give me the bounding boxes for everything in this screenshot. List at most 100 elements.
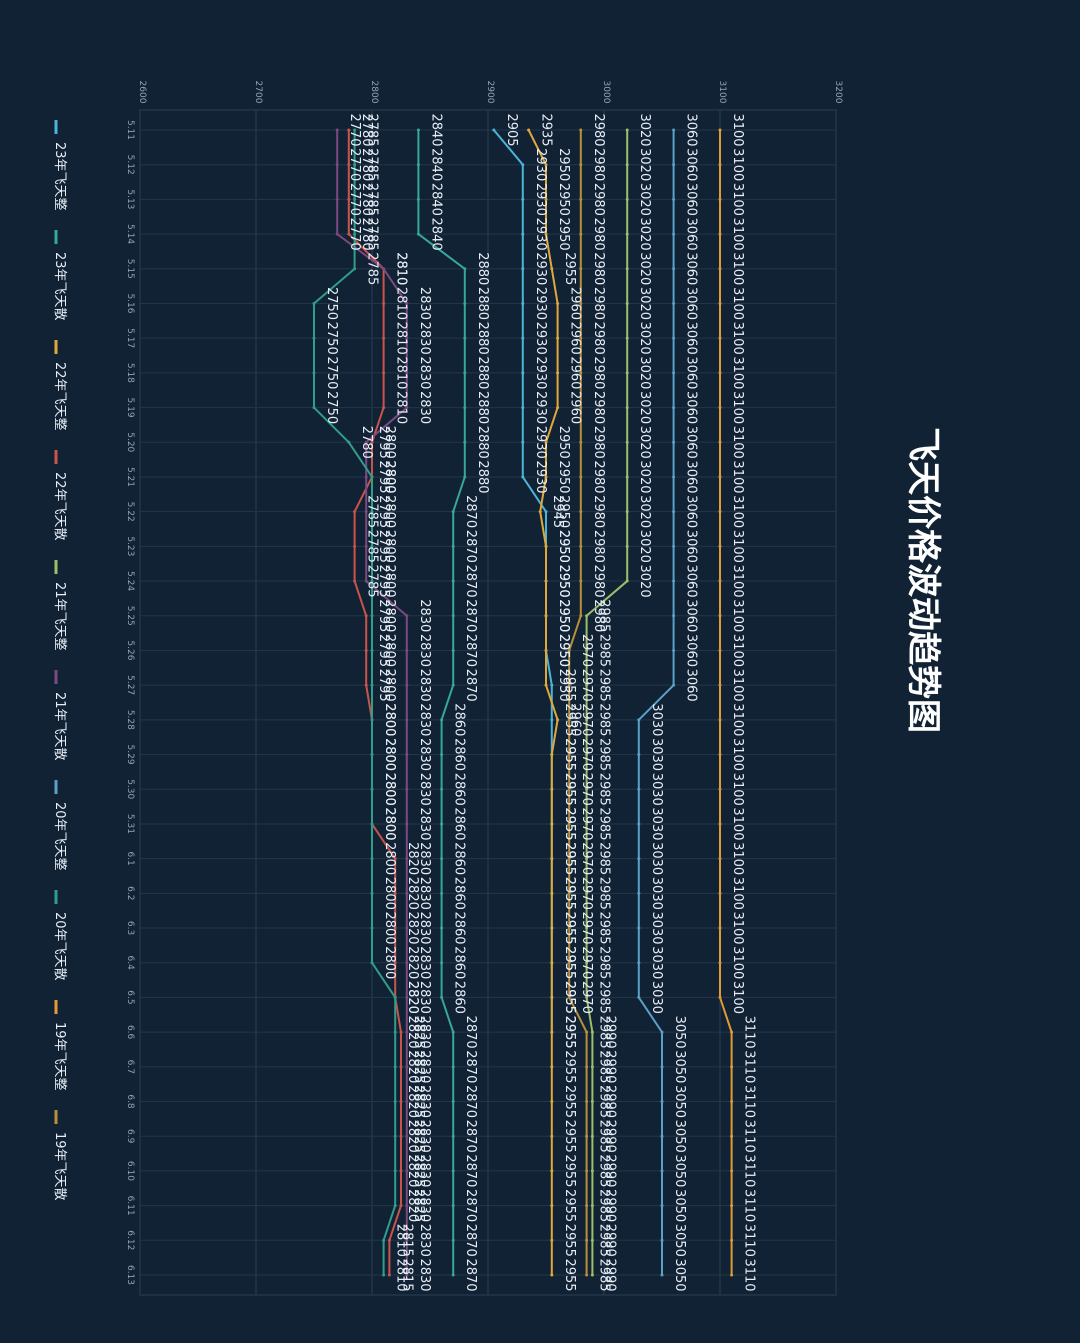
data-label: 2955: [562, 842, 577, 875]
data-label: 2880: [475, 460, 490, 493]
data-point: [718, 544, 722, 548]
data-point: [463, 406, 467, 410]
data-label: 3100: [730, 356, 745, 389]
data-point: [567, 753, 571, 757]
x-tick-label: 5.26: [125, 640, 135, 660]
data-label: 3050: [672, 1085, 687, 1118]
data-label: 2970: [579, 911, 594, 944]
x-tick-label: 5.12: [125, 155, 135, 175]
data-label: 2990: [602, 1016, 617, 1049]
data-label: 2820: [405, 911, 420, 944]
legend-item[interactable]: 23年飞天整: [52, 120, 67, 211]
data-label: 2870: [463, 530, 478, 563]
data-label: 2820: [405, 946, 420, 979]
data-label: 3050: [672, 1189, 687, 1222]
data-point: [405, 1065, 409, 1069]
data-label: 3030: [649, 911, 664, 944]
data-label: 2930: [533, 183, 548, 216]
data-point: [364, 475, 368, 479]
data-label: 2960: [568, 356, 583, 389]
data-point: [544, 648, 548, 652]
data-label: 2930: [533, 287, 548, 320]
data-point: [440, 995, 444, 999]
legend-item[interactable]: 23年飞天散: [52, 230, 67, 321]
legend-item[interactable]: 22年飞天整: [52, 340, 67, 431]
x-tick-label: 5.29: [125, 745, 135, 765]
data-label: 2880: [475, 322, 490, 355]
data-point: [718, 371, 722, 375]
data-point: [451, 648, 455, 652]
data-point: [544, 544, 548, 548]
legend-item[interactable]: 21年飞天整: [52, 560, 67, 651]
data-label: 2955: [562, 669, 577, 702]
data-label: 3100: [730, 287, 745, 320]
data-point: [405, 648, 409, 652]
data-point: [440, 857, 444, 861]
legend-item[interactable]: 19年飞天散: [52, 1110, 67, 1201]
x-tick-label: 5.13: [125, 189, 135, 209]
data-point: [625, 544, 629, 548]
data-point: [660, 1134, 664, 1138]
data-point: [416, 232, 420, 236]
data-label: 2985: [597, 877, 612, 910]
data-point: [440, 926, 444, 930]
legend-item[interactable]: 19年飞天整: [52, 1000, 67, 1091]
data-point: [416, 128, 420, 132]
data-label: 2955: [562, 738, 577, 771]
data-label: 2930: [533, 252, 548, 285]
data-point: [637, 753, 641, 757]
data-point: [521, 163, 525, 167]
legend-label: 19年飞天整: [52, 1022, 67, 1091]
data-label: 2830: [417, 842, 432, 875]
data-point: [718, 857, 722, 861]
data-point: [405, 683, 409, 687]
data-point: [718, 753, 722, 757]
series-line: [313, 130, 397, 1275]
data-label: 3020: [637, 356, 652, 389]
legend-item[interactable]: 20年飞天散: [52, 890, 67, 981]
data-label: 2800: [382, 495, 397, 528]
data-point: [312, 406, 316, 410]
data-label: 2820: [405, 981, 420, 1014]
y-tick-label: 2700: [253, 81, 263, 104]
data-label: 3060: [684, 356, 699, 389]
data-point: [370, 926, 374, 930]
data-label: 3030: [649, 877, 664, 910]
data-label: 3050: [672, 1050, 687, 1083]
data-label: 2980: [591, 426, 606, 459]
data-label: 2980: [591, 599, 606, 632]
legend[interactable]: 23年飞天整 23年飞天散 22年飞天整 22年飞天散 21年飞天整 21年飞天散 20年飞…: [52, 120, 67, 1201]
legend-item[interactable]: 21年飞天散: [52, 670, 67, 761]
data-point: [521, 475, 525, 479]
data-point: [416, 197, 420, 201]
data-point: [370, 857, 374, 861]
grid-layer: [139, 109, 837, 1296]
data-label: 3110: [742, 1085, 757, 1118]
data-label: 2830: [417, 1120, 432, 1153]
data-point: [718, 718, 722, 722]
data-label: 2955: [562, 773, 577, 806]
data-label: 2985: [597, 911, 612, 944]
data-label: 3030: [649, 981, 664, 1014]
data-point: [567, 648, 571, 652]
data-label: 3060: [684, 599, 699, 632]
data-point: [579, 163, 583, 167]
legend-item[interactable]: 22年飞天散: [52, 450, 67, 541]
data-label: 2930: [533, 218, 548, 251]
data-point: [625, 128, 629, 132]
data-point: [718, 648, 722, 652]
data-label: 2980: [591, 252, 606, 285]
data-point: [370, 753, 374, 757]
data-label: 2830: [417, 1258, 432, 1291]
legend-item[interactable]: 20年飞天整: [52, 780, 67, 871]
data-point: [567, 995, 571, 999]
data-point: [312, 371, 316, 375]
data-label: 2840: [428, 113, 443, 146]
data-label: 3030: [649, 842, 664, 875]
data-label: 2950: [556, 530, 571, 563]
data-point: [440, 961, 444, 965]
data-point: [585, 1204, 589, 1208]
data-point: [660, 1100, 664, 1104]
data-label: 2870: [463, 1258, 478, 1291]
data-point: [405, 753, 409, 757]
